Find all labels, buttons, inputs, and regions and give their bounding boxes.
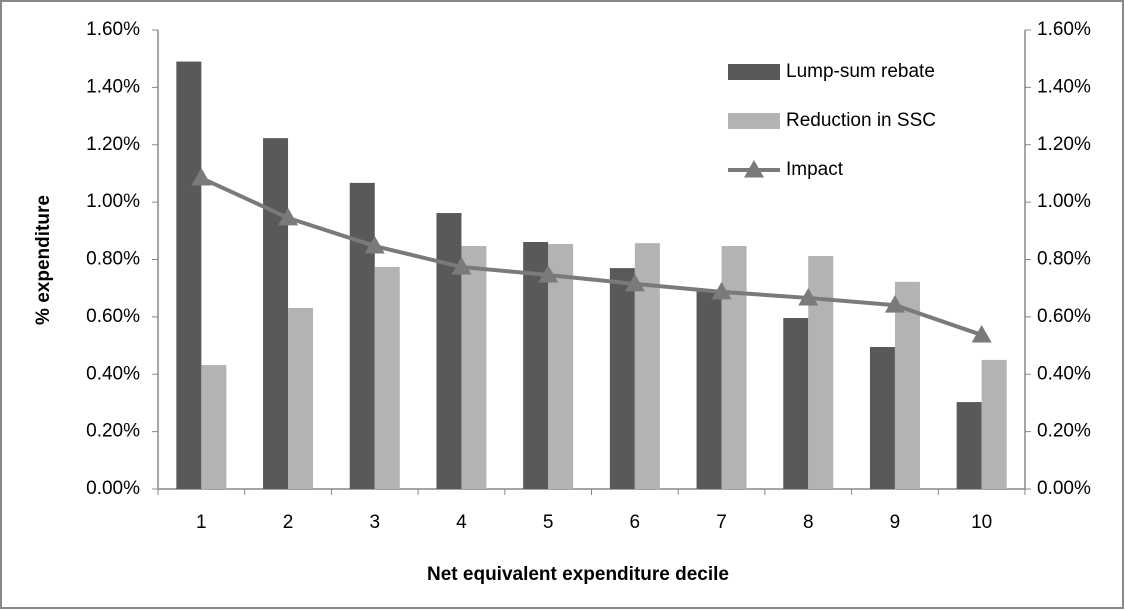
x-tick-label: 6	[630, 512, 641, 533]
y2-tick-label: 0.60%	[1037, 306, 1091, 327]
y-axis-title: % expenditure	[33, 195, 54, 325]
y2-tick-label: 0.40%	[1037, 363, 1091, 384]
bar	[523, 242, 549, 489]
bar	[634, 243, 660, 489]
bar	[894, 281, 920, 489]
legend-swatch	[728, 113, 780, 129]
line-marker	[624, 273, 645, 292]
legend-marker	[744, 160, 764, 178]
line-marker	[191, 168, 212, 186]
y-tick-label: 0.00%	[86, 478, 140, 499]
y2-tick-label: 1.20%	[1037, 134, 1091, 155]
line-marker	[711, 281, 732, 300]
bar	[981, 359, 1007, 489]
bar	[263, 138, 289, 490]
line-marker	[364, 236, 385, 254]
x-tick-label: 2	[283, 512, 294, 533]
bar	[869, 346, 895, 489]
x-tick-label: 4	[456, 512, 467, 533]
y-tick-label: 0.80%	[86, 249, 140, 270]
line-marker	[884, 295, 905, 313]
bar	[176, 61, 202, 490]
legend-label: Impact	[786, 159, 844, 180]
y2-tick-label: 0.20%	[1037, 421, 1091, 442]
y2-tick-label: 1.00%	[1037, 191, 1091, 212]
bar	[783, 318, 809, 489]
bar	[956, 402, 982, 489]
line-marker	[971, 324, 992, 343]
x-tick-label: 7	[716, 512, 727, 533]
line	[200, 176, 983, 337]
bar	[349, 182, 375, 490]
y2-tick-label: 0.80%	[1037, 249, 1091, 270]
line-marker	[451, 256, 472, 275]
bar	[548, 244, 574, 489]
bar	[721, 246, 747, 489]
legend-swatch	[728, 64, 780, 80]
x-tick-label: 10	[971, 512, 992, 533]
y2-tick-label: 1.60%	[1037, 19, 1091, 40]
bar	[461, 246, 487, 489]
line-marker	[278, 207, 299, 226]
bar	[288, 307, 314, 489]
y-tick-label: 1.20%	[86, 134, 140, 155]
y-tick-label: 1.60%	[86, 19, 140, 40]
x-tick-label: 5	[543, 512, 554, 533]
legend-label: Reduction in SSC	[786, 110, 936, 131]
x-axis-title: Net equivalent expenditure decile	[427, 564, 729, 585]
bar	[808, 256, 834, 489]
y-tick-label: 0.60%	[86, 306, 140, 327]
x-tick-label: 1	[196, 512, 207, 533]
x-tick-label: 8	[803, 512, 814, 533]
y-tick-label: 1.00%	[86, 191, 140, 212]
y-tick-label: 1.40%	[86, 76, 140, 97]
y-tick-label: 0.40%	[86, 363, 140, 384]
legend-label: Lump-sum rebate	[786, 61, 935, 82]
bar	[609, 268, 635, 489]
line-marker	[538, 264, 559, 283]
bar	[436, 213, 462, 489]
bar	[696, 291, 722, 489]
bar	[201, 365, 227, 489]
x-tick-label: 3	[369, 512, 380, 533]
y2-tick-label: 0.00%	[1037, 478, 1091, 499]
bar	[374, 266, 400, 489]
x-tick-label: 9	[890, 512, 901, 533]
line-marker	[798, 287, 819, 306]
y-tick-label: 0.20%	[86, 421, 140, 442]
y2-tick-label: 1.40%	[1037, 76, 1091, 97]
